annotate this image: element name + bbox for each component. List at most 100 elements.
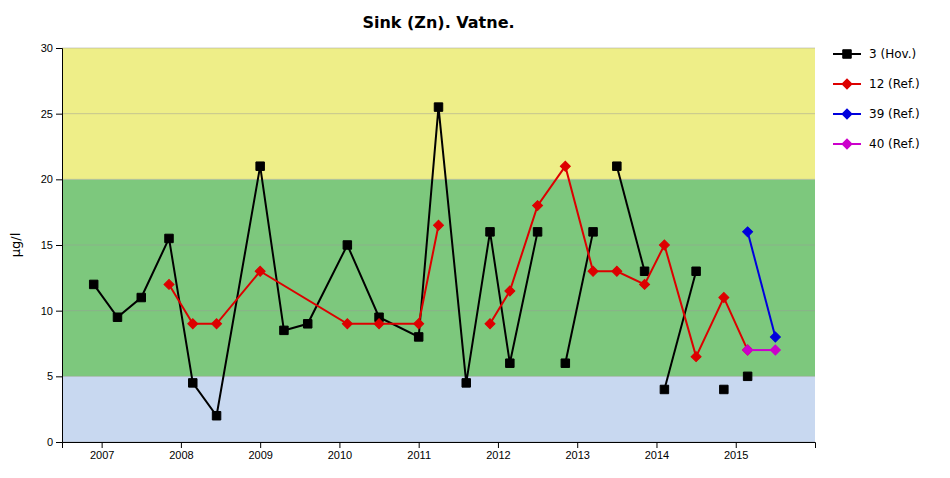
point [303, 320, 311, 328]
series-line [565, 232, 593, 363]
point [533, 228, 541, 236]
zone [62, 376, 815, 442]
point [588, 266, 598, 276]
grid-line [62, 310, 815, 311]
point [342, 319, 352, 329]
point [505, 286, 515, 296]
point [659, 240, 669, 250]
point [414, 333, 422, 341]
grid [62, 48, 815, 442]
x-tick-mark [656, 442, 657, 448]
x-tick-label: 2007 [90, 449, 114, 461]
grid-line [62, 245, 815, 246]
point [255, 266, 265, 276]
point [189, 379, 197, 387]
point [640, 267, 648, 275]
point [560, 161, 570, 171]
x-tick-mark [181, 442, 182, 448]
x-tick: 2012 [486, 442, 510, 461]
y-tick-mark [56, 245, 62, 246]
point [743, 227, 753, 237]
y-tick-mark [56, 311, 62, 312]
point [743, 345, 753, 355]
x-tick-mark [419, 442, 420, 448]
y-tick-label: 10 [41, 305, 53, 317]
point [212, 319, 222, 329]
title: Sink (Zn). Vatne. [362, 13, 514, 32]
point [612, 266, 622, 276]
grid-line [62, 179, 815, 180]
y-tick-mark [56, 376, 62, 377]
y-tick-label: 15 [41, 239, 53, 251]
x-tick: 2014 [645, 442, 669, 461]
series-line [664, 271, 696, 389]
legend-marker [843, 50, 851, 58]
x-tick: 2008 [169, 442, 193, 461]
legend-entry: 12 (Ref.) [833, 77, 920, 91]
point [434, 220, 444, 230]
y-tick: 10 [41, 305, 62, 317]
point [743, 372, 751, 380]
plot-area [89, 103, 780, 420]
x-tick-label: 2013 [565, 449, 589, 461]
x-tick-label: 2014 [645, 449, 669, 461]
x-axis-line [63, 443, 816, 449]
y-tick-mark [56, 114, 62, 115]
point [434, 103, 442, 111]
x-tick-mark [260, 442, 261, 448]
grid-line [62, 376, 815, 377]
y-tick: 15 [41, 239, 62, 251]
y-tick: 5 [47, 370, 62, 382]
y-tick-mark [56, 48, 62, 49]
x-tick: 2011 [407, 442, 431, 461]
x-tick-label: 2009 [248, 449, 272, 461]
y-tick-label: 20 [41, 173, 53, 185]
point [533, 201, 543, 211]
point [770, 345, 780, 355]
x-tick: 2013 [565, 442, 589, 461]
chart: 2007200820092010201120122013201420150510… [0, 0, 950, 478]
point [660, 385, 668, 393]
y-tick-mark [56, 179, 62, 180]
point [462, 379, 470, 387]
point [485, 319, 495, 329]
point [374, 319, 384, 329]
zones [62, 48, 815, 442]
x-tick-mark [577, 442, 578, 448]
point [280, 326, 288, 334]
y-axis: 051015202530 [41, 42, 63, 448]
x-axis: 2007 2008 2009 2010 2011 2012 2013 2014 2015 [63, 442, 816, 461]
series [164, 161, 753, 361]
y-axis-title: µg/l [8, 233, 23, 258]
point [164, 279, 174, 289]
point [256, 162, 264, 170]
legend-label: 39 (Ref.) [869, 107, 920, 121]
x-tick-mark [102, 442, 103, 448]
point [589, 228, 597, 236]
point [343, 241, 351, 249]
point [640, 279, 650, 289]
y-tick-mark [56, 442, 62, 443]
point [188, 319, 198, 329]
point [165, 234, 173, 242]
legend: 3 (Hov.)12 (Ref.)39 (Ref.)40 (Ref.) [833, 47, 920, 151]
point [719, 293, 729, 303]
series-line [748, 232, 776, 337]
series [743, 345, 781, 355]
x-tick-mark [339, 442, 340, 448]
y-tick: 30 [41, 42, 62, 54]
x-tick-label: 2008 [169, 449, 193, 461]
y-axis-line [56, 49, 63, 443]
legend-label: 12 (Ref.) [869, 77, 920, 91]
point [212, 411, 220, 419]
y-tick: 25 [41, 108, 62, 120]
y-tick-label: 5 [47, 370, 53, 382]
x-tick-label: 2012 [486, 449, 510, 461]
point [89, 280, 97, 288]
point [506, 359, 514, 367]
point [113, 313, 121, 321]
point [770, 332, 780, 342]
x-tick-label: 2010 [328, 449, 352, 461]
legend-marker [842, 109, 852, 119]
x-tick-label: 2015 [724, 449, 748, 461]
